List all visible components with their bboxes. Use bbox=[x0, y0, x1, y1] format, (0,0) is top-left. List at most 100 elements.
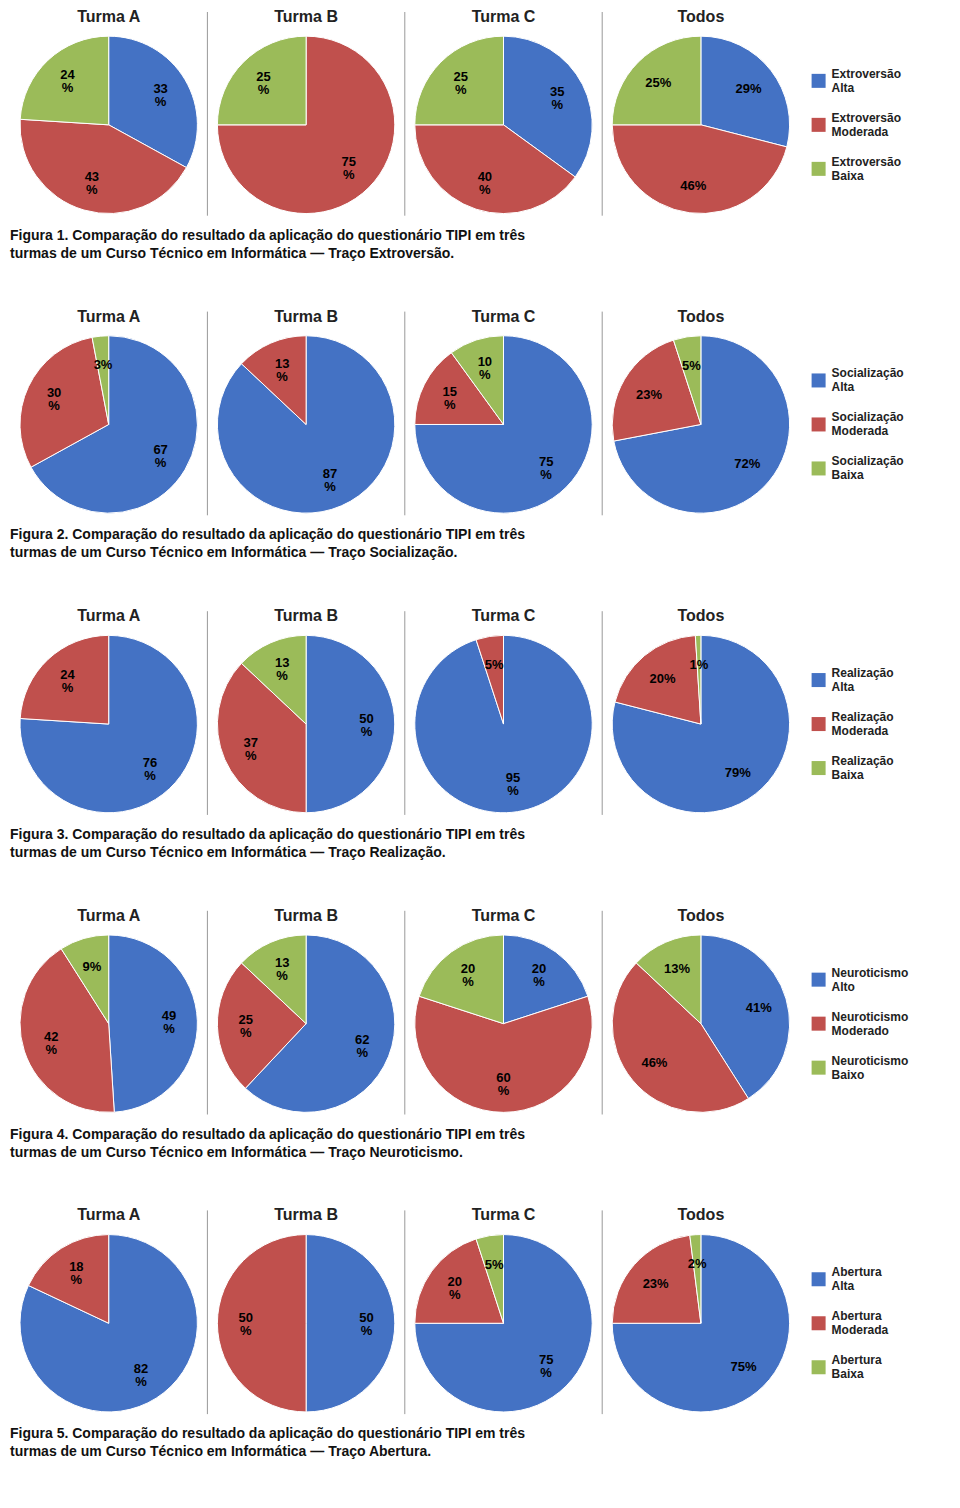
separator bbox=[404, 1210, 405, 1414]
data-label: 9% bbox=[82, 958, 101, 973]
pie-slice bbox=[451, 336, 503, 425]
pie-slice bbox=[20, 119, 186, 213]
pie-slice bbox=[636, 935, 701, 1024]
data-label: 75% bbox=[539, 1352, 553, 1380]
legend-swatch bbox=[812, 1316, 826, 1330]
pie-title: Todos bbox=[677, 607, 724, 624]
pie-slice bbox=[92, 336, 109, 425]
pie-title: Turma B bbox=[274, 607, 338, 624]
pie-slice bbox=[241, 635, 306, 724]
pie-slice bbox=[612, 635, 789, 812]
pie-slice bbox=[476, 1235, 503, 1324]
pie-slice bbox=[612, 1235, 701, 1323]
data-label: 20% bbox=[532, 961, 546, 989]
data-label: 33% bbox=[153, 80, 167, 108]
separator bbox=[207, 611, 208, 815]
data-label: 79% bbox=[725, 764, 751, 779]
separator bbox=[602, 911, 603, 1115]
separator bbox=[207, 911, 208, 1115]
pie-slice bbox=[695, 635, 701, 724]
pie-slice bbox=[612, 1235, 789, 1412]
pie-title: Todos bbox=[677, 907, 724, 924]
data-label: 20% bbox=[447, 1274, 461, 1302]
pie-slice bbox=[20, 36, 109, 125]
data-label: 76% bbox=[143, 754, 157, 782]
caption: Figura 1. Comparação do resultado da apl… bbox=[10, 227, 525, 261]
separator bbox=[207, 12, 208, 216]
separator bbox=[602, 611, 603, 815]
figure: Turma A33%43%24%Turma B75%25%Turma C35%4… bbox=[0, 0, 960, 1508]
pie-title: Turma C bbox=[472, 8, 536, 25]
pie-slice bbox=[415, 125, 575, 214]
data-label: 30% bbox=[47, 385, 61, 413]
legend-swatch bbox=[812, 1272, 826, 1286]
data-label: 50% bbox=[239, 1309, 253, 1337]
caption: Figura 4. Comparação do resultado da apl… bbox=[10, 1126, 525, 1160]
data-label: 49% bbox=[162, 1008, 176, 1036]
data-label: 2% bbox=[688, 1256, 707, 1271]
pie-title: Todos bbox=[677, 8, 724, 25]
pie-title: Turma A bbox=[77, 308, 141, 325]
data-label: 15% bbox=[443, 383, 457, 411]
chart-block: Turma A67%30%3%Turma B87%13%Turma C75%15… bbox=[10, 308, 904, 561]
pie-slice bbox=[673, 336, 700, 425]
data-label: 29% bbox=[736, 80, 762, 95]
legend-swatch bbox=[812, 74, 826, 88]
separator bbox=[404, 611, 405, 815]
legend-entry: RealizaçãoModerada bbox=[832, 710, 894, 738]
data-label: 62% bbox=[355, 1032, 369, 1060]
data-label: 60% bbox=[496, 1070, 510, 1098]
data-label: 24% bbox=[60, 67, 75, 95]
legend-entry: AberturaAlta bbox=[832, 1265, 882, 1293]
pie-slice bbox=[476, 635, 503, 724]
pie-slice bbox=[306, 635, 395, 812]
data-label: 23% bbox=[643, 1276, 669, 1291]
pie-slice bbox=[419, 935, 503, 1024]
pie-slice bbox=[217, 36, 394, 213]
pie-title: Todos bbox=[677, 308, 724, 325]
pie-title: Turma B bbox=[274, 308, 338, 325]
legend-entry: AberturaBaixa bbox=[832, 1353, 882, 1381]
data-label: 3% bbox=[94, 357, 113, 372]
data-label: 25% bbox=[645, 75, 671, 90]
pie-title: Turma B bbox=[274, 907, 338, 924]
pie-title: Todos bbox=[677, 1206, 724, 1223]
pie-slice bbox=[241, 336, 306, 425]
pie-slice bbox=[28, 1235, 108, 1324]
pie-slice bbox=[61, 935, 109, 1024]
pie-slice bbox=[690, 1235, 701, 1324]
separator bbox=[404, 12, 405, 216]
data-label: 37% bbox=[244, 734, 258, 762]
pie-slice bbox=[217, 1235, 306, 1412]
data-label: 5% bbox=[485, 1256, 504, 1271]
pie-title: Turma C bbox=[472, 1206, 536, 1223]
legend-entry: NeuroticismoAlto bbox=[832, 966, 909, 994]
legend-entry: SocializaçãoAlta bbox=[832, 366, 904, 394]
data-label: 24% bbox=[60, 666, 75, 694]
data-label: 5% bbox=[485, 657, 504, 672]
separator bbox=[404, 911, 405, 1115]
data-label: 13% bbox=[275, 954, 289, 982]
pie-slice bbox=[415, 36, 504, 125]
pie-title: Turma A bbox=[77, 607, 141, 624]
pie-slice bbox=[306, 1235, 395, 1412]
pie-slice bbox=[20, 635, 197, 812]
data-label: 50% bbox=[359, 710, 373, 738]
legend-swatch bbox=[812, 417, 826, 431]
data-label: 40% bbox=[478, 168, 492, 196]
legend-entry: RealizaçãoBaixa bbox=[832, 754, 894, 782]
background bbox=[0, 0, 960, 1508]
data-label: 43% bbox=[85, 169, 99, 197]
data-label: 72% bbox=[734, 455, 760, 470]
pie-slice bbox=[217, 336, 394, 513]
data-label: 75% bbox=[731, 1358, 757, 1373]
data-label: 46% bbox=[641, 1055, 667, 1070]
chart-block: Turma A76%24%Turma B50%37%13%Turma C95%5… bbox=[10, 607, 894, 860]
data-label: 20% bbox=[649, 670, 675, 685]
legend-swatch bbox=[812, 761, 826, 775]
pie-slice bbox=[612, 36, 701, 125]
legend-entry: ExtroversãoModerada bbox=[832, 111, 901, 139]
legend-entry: ExtroversãoAlta bbox=[832, 67, 901, 95]
pie-slice bbox=[615, 636, 701, 725]
separator bbox=[602, 1210, 603, 1414]
